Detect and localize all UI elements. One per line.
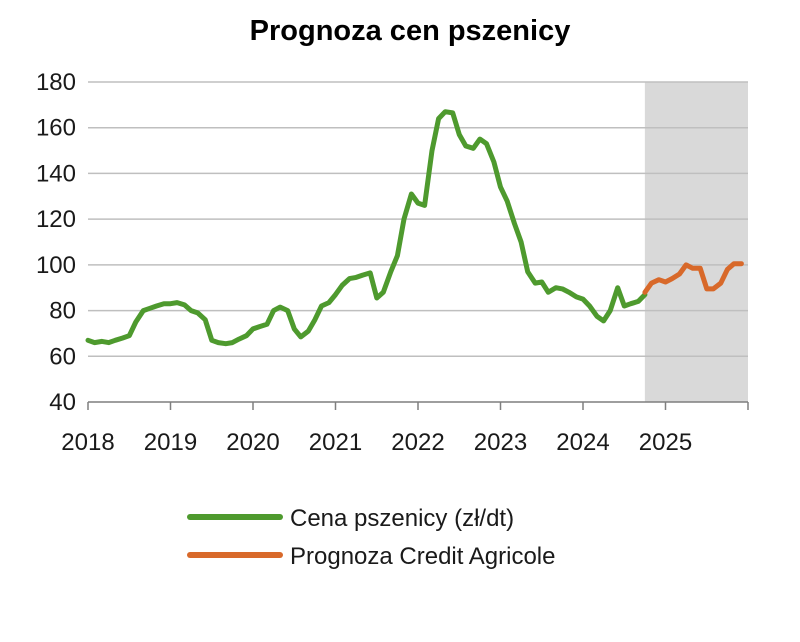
- x-tick-label-2022: 2022: [391, 429, 444, 456]
- forecast-shaded-region: [644, 82, 748, 402]
- x-tick-label-2019: 2019: [144, 429, 197, 456]
- x-tick-label-2024: 2024: [556, 429, 609, 456]
- y-tick-label-60: 60: [49, 343, 76, 370]
- y-tick-label-180: 180: [36, 69, 76, 96]
- x-tick-label-2021: 2021: [309, 429, 362, 456]
- legend-label-0: Cena pszenicy (zł/dt): [290, 505, 514, 532]
- x-tick-label-2023: 2023: [474, 429, 527, 456]
- series-line-0: [85, 109, 648, 347]
- series-line-1: [642, 261, 744, 295]
- y-tick-label-160: 160: [36, 115, 76, 142]
- y-tick-label-140: 140: [36, 160, 76, 187]
- x-tick-label-2018: 2018: [61, 429, 114, 456]
- y-tick-label-80: 80: [49, 298, 76, 325]
- y-tick-label-120: 120: [36, 206, 76, 233]
- legend-label-1: Prognoza Credit Agricole: [290, 543, 555, 570]
- chart-title: Prognoza cen pszenicy: [250, 15, 571, 47]
- y-tick-label-40: 40: [49, 389, 76, 416]
- x-tick-label-2025: 2025: [639, 429, 692, 456]
- y-tick-label-100: 100: [36, 252, 76, 279]
- x-tick-label-2020: 2020: [226, 429, 279, 456]
